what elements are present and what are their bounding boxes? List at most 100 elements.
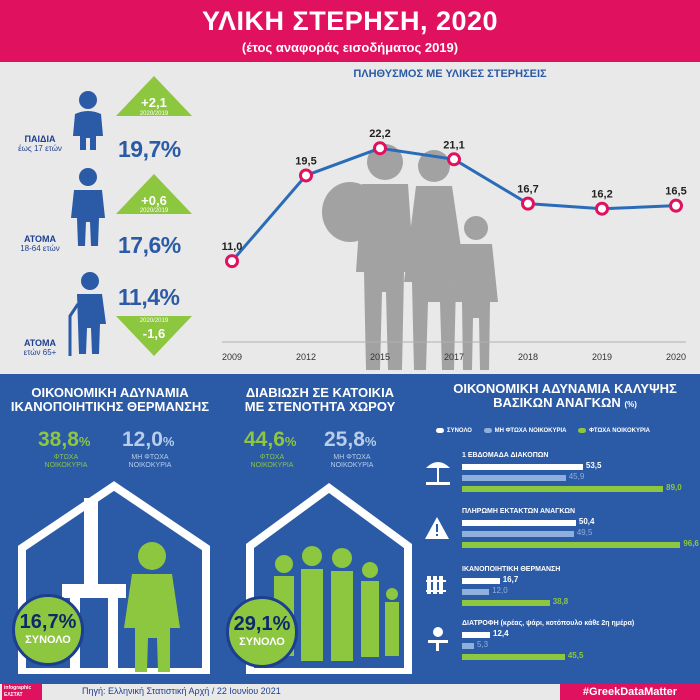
crowding-total-value: 29,1%	[233, 613, 291, 635]
group-label-elderly: ΑΤΟΜΑ ετών 65+	[23, 338, 57, 357]
heating-total-label: ΣΥΝΟΛΟ	[25, 634, 71, 646]
x-tick-label: 2018	[518, 352, 538, 362]
data-label: 16,2	[591, 189, 612, 201]
need-bar-value: 49,5	[576, 528, 593, 537]
heating-title: ΟΙΚΟΝΟΜΙΚΗ ΑΔΥΝΑΜΙΑ ΙΚΑΝΟΠΟΙΗΤΙΚΗΣ ΘΕΡΜΑΝ…	[10, 385, 210, 414]
change-triangle-adults	[116, 174, 192, 214]
crowding-nonpoor-value: 25,8%	[324, 428, 377, 451]
x-tick-label: 2012	[296, 352, 316, 362]
dining-icon	[428, 627, 448, 651]
crowding-poor-value: 44,6%	[244, 428, 297, 451]
radiator-icon	[426, 576, 446, 594]
need-bar	[462, 486, 664, 492]
heating-nonpoor-value: 12,0%	[122, 428, 175, 451]
need-bar-value: 45,9	[568, 472, 585, 481]
change-value-elderly: -1,6	[142, 326, 166, 341]
heating-total-value: 16,7%	[19, 611, 77, 633]
change-period-elderly: 2020/2019	[139, 318, 169, 324]
value-adults: 17,6%	[118, 232, 181, 258]
need-category-label: 1 ΕΒΔΟΜΑΔΑ ΔΙΑΚΟΠΩΝ	[462, 452, 549, 459]
child-icon	[73, 91, 103, 150]
heating-poor-label: ΦΤΩΧΑ ΝΟΙΚΟΚΥΡΙΑ	[44, 454, 88, 469]
need-bar	[462, 542, 681, 548]
change-period-children: 2020/2019	[139, 111, 169, 117]
needs-legend: ΣΥΝΟΛΟ ΜΗ ΦΤΩΧΑ ΝΟΙΚΟΚΥΡΙΑ ΦΤΩΧΑ ΝΟΙΚΟΚΥ…	[436, 428, 660, 434]
group-label-adults: ΑΤΟΜΑ 18-64 ετών	[20, 234, 60, 253]
need-bar	[462, 531, 574, 537]
legend-item-poor: ΦΤΩΧΑ ΝΟΙΚΟΚΥΡΙΑ	[578, 428, 650, 434]
data-point	[595, 201, 609, 216]
crowding-total-circle: 29,1% ΣΥΝΟΛΟ	[226, 596, 298, 668]
data-point	[669, 198, 683, 213]
elstat-logo: infographic ΕΛΣΤΑΤ	[2, 684, 42, 700]
need-bar	[462, 475, 566, 481]
value-children: 19,7%	[118, 136, 181, 162]
heating-poor-value: 38,8%	[38, 428, 91, 451]
adult-icon	[71, 168, 105, 246]
family-icon	[322, 144, 498, 370]
data-point	[373, 141, 387, 156]
line-chart: 11,0 2009 19,5 2012 22,2 2015 21,1 2017 16,7 2018…	[222, 128, 687, 362]
data-point	[299, 168, 313, 183]
need-bar	[462, 520, 576, 526]
page-title: ΥΛΙΚΗ ΣΤΕΡΗΣΗ, 2020	[201, 6, 499, 36]
x-tick-label: 2009	[222, 352, 242, 362]
x-tick-label: 2020	[666, 352, 686, 362]
need-bar-value: 12,0	[492, 586, 508, 595]
need-bar	[462, 578, 500, 584]
change-value-children: +2,1	[141, 95, 167, 110]
warning-icon	[425, 517, 449, 539]
x-tick-label: 2015	[370, 352, 390, 362]
need-bar-value: 16,7	[502, 575, 519, 584]
data-point	[225, 254, 239, 269]
data-label: 19,5	[295, 155, 316, 167]
need-bar-value: 53,5	[585, 461, 602, 470]
heating-total-circle: 16,7% ΣΥΝΟΛΟ	[12, 594, 84, 666]
crowding-nonpoor-label: ΜΗ ΦΤΩΧΑ ΝΟΙΚΟΚΥΡΙΑ	[330, 454, 374, 469]
need-bar-value: 50,4	[578, 517, 595, 526]
need-bar-value: 96,6	[683, 539, 699, 548]
change-period-adults: 2020/2019	[139, 208, 169, 214]
crowding-poor-label: ΦΤΩΧΑ ΝΟΙΚΟΚΥΡΙΑ	[250, 454, 294, 469]
need-category-label: ΠΛΗΡΩΜΗ ΕΚΤΑΚΤΩΝ ΑΝΑΓΚΩΝ	[462, 508, 576, 515]
data-label: 21,1	[443, 139, 464, 151]
data-label: 11,0	[222, 241, 243, 253]
need-bar	[462, 632, 491, 638]
need-bar	[462, 589, 490, 595]
top-section: ΠΑΙΔΙΑ έως 17 ετών +2,1 2020/2019 19,7% Α…	[0, 62, 700, 374]
need-bar	[462, 654, 565, 660]
page-subtitle: (έτος αναφοράς εισοδήματος 2019)	[241, 40, 459, 55]
need-bar-value: 12,4	[493, 629, 509, 638]
need-bar-value: 38,8	[552, 597, 569, 606]
needs-title: ΟΙΚΟΝΟΜΙΚΗ ΑΔΥΝΑΜΙΑ ΚΑΛΥΨΗΣ ΒΑΣΙΚΩΝ ΑΝΑΓ…	[453, 381, 677, 410]
hashtag-banner: #GreekDataMatter	[560, 684, 700, 700]
beach-umbrella-icon	[426, 462, 450, 485]
line-chart-title: ΠΛΗΘΥΣΜΟΣ ΜΕ ΥΛΙΚΕΣ ΣΤΕΡΗΣΕΙΣ	[353, 68, 547, 80]
data-label: 22,2	[369, 128, 390, 140]
age-groups-panel: ΠΑΙΔΙΑ έως 17 ετών +2,1 2020/2019 19,7% Α…	[0, 62, 200, 374]
x-tick-label: 2019	[592, 352, 612, 362]
header-banner: ΥΛΙΚΗ ΣΤΕΡΗΣΗ, 2020 (έτος αναφοράς εισοδ…	[0, 0, 700, 62]
data-label: 16,7	[517, 184, 538, 196]
elderly-icon	[68, 272, 106, 356]
x-tick-label: 2017	[444, 352, 464, 362]
need-category-label: ΙΚΑΝΟΠΟΙΗΤΙΚΗ ΘΕΡΜΑΝΣΗ	[462, 566, 561, 573]
house-crowding-icon	[246, 483, 412, 674]
need-bar	[462, 643, 474, 649]
heating-nonpoor-label: ΜΗ ΦΤΩΧΑ ΝΟΙΚΟΚΥΡΙΑ	[128, 454, 172, 469]
footer: infographic ΕΛΣΤΑΤ Πηγή: Ελληνική Στατιστ…	[0, 684, 700, 700]
need-bar	[462, 600, 550, 606]
legend-item-nonpoor: ΜΗ ΦΤΩΧΑ ΝΟΙΚΟΚΥΡΙΑ	[483, 428, 566, 434]
value-elderly: 11,4%	[118, 284, 180, 310]
need-bar-value: 89,0	[666, 483, 682, 492]
change-value-adults: +0,6	[141, 193, 167, 208]
need-bar-value: 5,3	[476, 640, 489, 649]
legend-item-total: ΣΥΝΟΛΟ	[436, 428, 472, 434]
change-triangle-elderly	[116, 316, 192, 356]
need-category-label: ΔΙΑΤΡΟΦΗ (κρέας, ψάρι, κοτόπουλο κάθε 2η…	[462, 620, 635, 627]
crowding-title: ΔΙΑΒΙΩΣΗ ΣΕ ΚΑΤΟΙΚΙΑ ΜΕ ΣΤΕΝΟΤΗΤΑ ΧΩΡΟΥ	[244, 385, 396, 414]
data-point	[521, 196, 535, 211]
crowding-total-label: ΣΥΝΟΛΟ	[239, 636, 285, 648]
group-label-children: ΠΑΙΔΙΑ έως 17 ετών	[18, 134, 62, 153]
change-triangle-children	[116, 76, 192, 116]
